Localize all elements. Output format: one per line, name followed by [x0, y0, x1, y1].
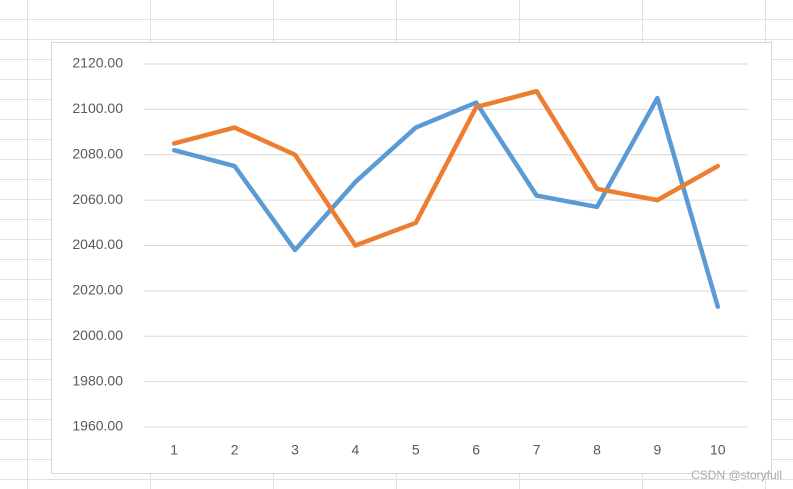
series-line: [171, 95, 721, 310]
x-tick-label: 5: [412, 442, 420, 458]
x-tick-label: 6: [472, 442, 480, 458]
x-tick-label: 10: [710, 442, 726, 458]
watermark: CSDN @storyfull: [691, 468, 782, 482]
y-tick-label: 2000.00: [72, 327, 123, 343]
chart-area: [51, 42, 772, 474]
y-tick-label: 1980.00: [72, 372, 123, 388]
x-tick-label: 3: [291, 442, 299, 458]
series-line: [171, 88, 721, 248]
y-tick-label: 2080.00: [72, 145, 123, 161]
y-tick-label: 1960.00: [72, 418, 123, 434]
y-tick-label: 2020.00: [72, 282, 123, 298]
x-tick-label: 7: [533, 442, 541, 458]
y-tick-label: 2040.00: [72, 236, 123, 252]
x-tick-label: 9: [654, 442, 662, 458]
y-tick-label: 2120.00: [72, 55, 123, 71]
x-tick-label: 4: [352, 442, 360, 458]
x-tick-label: 8: [593, 442, 601, 458]
y-tick-label: 2100.00: [72, 100, 123, 116]
x-tick-label: 2: [231, 442, 239, 458]
y-tick-label: 2060.00: [72, 191, 123, 207]
x-tick-label: 1: [170, 442, 178, 458]
